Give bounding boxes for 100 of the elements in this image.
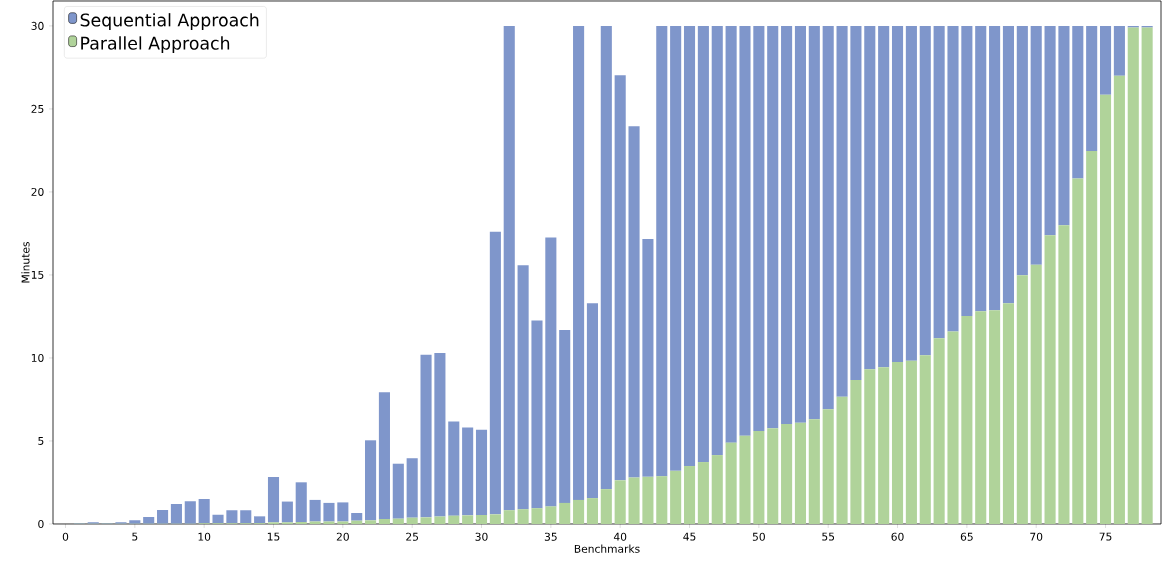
bar bbox=[864, 25, 876, 370]
bar bbox=[503, 25, 515, 511]
bar bbox=[1086, 25, 1098, 151]
y-tick-label: 10 bbox=[31, 353, 44, 362]
bar bbox=[295, 482, 307, 522]
bar bbox=[891, 362, 904, 524]
bar bbox=[878, 25, 890, 368]
bar bbox=[891, 25, 904, 363]
bar bbox=[392, 463, 404, 519]
bar bbox=[905, 360, 917, 524]
bar bbox=[767, 428, 779, 524]
bar bbox=[836, 396, 848, 524]
bar bbox=[1113, 25, 1125, 76]
legend-label: Parallel Approach bbox=[81, 36, 230, 54]
bar bbox=[170, 504, 182, 524]
bar bbox=[933, 338, 945, 524]
bar bbox=[586, 303, 598, 499]
bar bbox=[794, 422, 807, 524]
bar bbox=[309, 521, 321, 524]
bar bbox=[157, 510, 169, 524]
bar bbox=[434, 516, 446, 524]
bar bbox=[711, 25, 723, 456]
bar bbox=[697, 25, 709, 463]
bar bbox=[794, 25, 807, 423]
bar bbox=[462, 515, 474, 524]
bar bbox=[489, 514, 501, 524]
bar bbox=[614, 480, 626, 524]
bar bbox=[406, 458, 418, 518]
bar bbox=[212, 514, 224, 524]
bar bbox=[573, 25, 585, 500]
bar bbox=[975, 25, 987, 312]
bar bbox=[309, 499, 321, 522]
bar bbox=[975, 311, 987, 524]
bar bbox=[808, 25, 820, 420]
bar bbox=[933, 25, 945, 339]
bar bbox=[531, 508, 543, 524]
y-axis-title: Minutes bbox=[21, 242, 30, 283]
bar bbox=[725, 442, 737, 524]
y-tick-label: 5 bbox=[38, 437, 44, 445]
bar bbox=[434, 352, 446, 517]
bar bbox=[683, 25, 696, 467]
x-axis-title: Benchmarks bbox=[574, 544, 640, 553]
bar bbox=[1002, 25, 1015, 304]
bar bbox=[420, 354, 432, 518]
bar bbox=[947, 331, 959, 524]
bar bbox=[947, 25, 959, 332]
bar bbox=[600, 489, 612, 524]
bar bbox=[1030, 25, 1042, 265]
x-tick-label: 75 bbox=[1099, 532, 1112, 541]
bar bbox=[1044, 25, 1056, 236]
bar bbox=[378, 392, 390, 519]
bar bbox=[919, 355, 931, 524]
bar bbox=[378, 519, 390, 524]
bar bbox=[475, 515, 488, 524]
bar bbox=[1099, 94, 1112, 524]
bar bbox=[878, 367, 890, 524]
bar bbox=[406, 517, 418, 524]
bar bbox=[420, 517, 432, 524]
x-tick-label: 25 bbox=[406, 532, 419, 541]
bar bbox=[781, 25, 793, 425]
bar bbox=[448, 421, 460, 516]
bar bbox=[1044, 235, 1056, 524]
bar bbox=[517, 265, 529, 510]
bar bbox=[559, 502, 571, 524]
x-tick-label: 20 bbox=[336, 532, 349, 541]
bar bbox=[1002, 303, 1015, 524]
bar bbox=[198, 499, 210, 524]
bar bbox=[1030, 264, 1042, 524]
bar bbox=[822, 409, 834, 524]
bar bbox=[919, 25, 931, 356]
bar bbox=[781, 424, 793, 524]
bar bbox=[365, 520, 377, 524]
bar bbox=[240, 510, 252, 524]
bar bbox=[642, 476, 654, 524]
x-tick-label: 55 bbox=[822, 532, 835, 541]
bar bbox=[281, 501, 293, 523]
bar bbox=[753, 25, 765, 432]
bar bbox=[365, 440, 377, 521]
bar bbox=[697, 462, 709, 524]
bar bbox=[267, 477, 280, 523]
bar bbox=[184, 501, 196, 524]
bar bbox=[1086, 150, 1098, 524]
bar bbox=[905, 25, 917, 361]
bar bbox=[1099, 25, 1112, 95]
bar bbox=[989, 310, 1001, 524]
bar bbox=[323, 521, 335, 524]
bar bbox=[351, 513, 363, 521]
bar bbox=[545, 506, 557, 524]
y-tick-label: 30 bbox=[31, 21, 44, 30]
bar bbox=[143, 517, 155, 524]
bar bbox=[753, 431, 765, 524]
bar bbox=[864, 369, 876, 524]
x-tick-label: 0 bbox=[62, 532, 69, 541]
bar bbox=[226, 510, 238, 524]
y-tick-label: 25 bbox=[31, 104, 44, 113]
bar bbox=[739, 435, 751, 524]
bar bbox=[656, 25, 668, 477]
bar bbox=[254, 516, 266, 524]
bar bbox=[767, 25, 779, 429]
bar bbox=[614, 75, 626, 481]
